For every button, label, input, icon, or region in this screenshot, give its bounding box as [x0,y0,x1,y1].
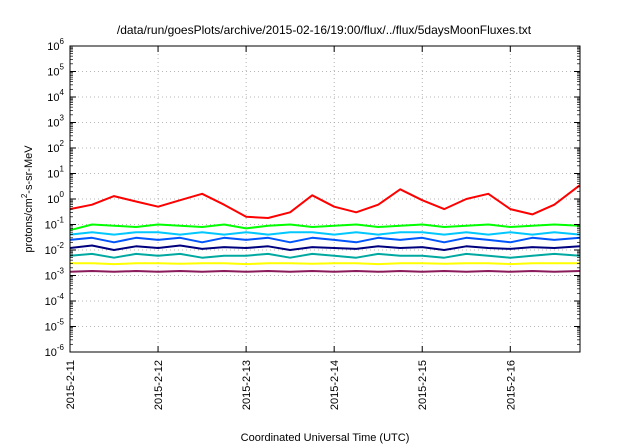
y-tick-label: 10-3 [45,267,65,283]
y-tick-label: 101 [47,165,64,181]
y-axis: 10-6 10-5 10-4 10-3 10-2 10-1 100 101 102 103 104 1… [45,37,580,359]
y-tick-label: 10-4 [45,292,65,308]
y-tick-label: 100 [47,190,64,206]
grid [70,46,580,352]
series-line-6 [69,252,581,259]
series-line-5 [69,244,581,251]
y-tick-label: 105 [47,63,64,79]
series-line-1 [69,184,581,219]
series-group [69,184,581,273]
y-tick-label: 10-6 [45,343,65,359]
chart-title: /data/run/goesPlots/archive/2015-02-16/1… [117,23,532,37]
y-tick-label: 104 [47,88,64,104]
x-axis-label: Coordinated Universal Time (UTC) [241,432,410,444]
y-tick-label: 10-5 [45,318,65,334]
x-tick-label: 2015-2-15 [417,360,429,410]
series-line-7 [70,262,580,266]
x-tick-label: 2015-2-16 [505,360,517,410]
y-tick-label: 10-2 [45,241,65,257]
y-tick-label: 106 [47,37,64,53]
x-tick-label: 2015-2-13 [241,360,253,410]
x-tick-label: 2015-2-12 [153,360,165,410]
x-axis: 2015-2-11 2015-2-12 2015-2-13 2015-2-14 2015… [65,46,517,410]
x-tick-label: 2015-2-14 [329,360,341,410]
series-line-2 [69,223,581,232]
series-line-3 [69,231,581,236]
y-tick-label: 102 [47,139,64,155]
y-tick-label: 103 [47,114,64,130]
y-axis-label: protons/cm2-s-sr-MeV [20,145,35,253]
y-tick-label: 10-1 [45,216,65,232]
series-line-8 [69,270,581,273]
series-line-4 [69,236,581,244]
x-tick-label: 2015-2-11 [65,360,77,409]
